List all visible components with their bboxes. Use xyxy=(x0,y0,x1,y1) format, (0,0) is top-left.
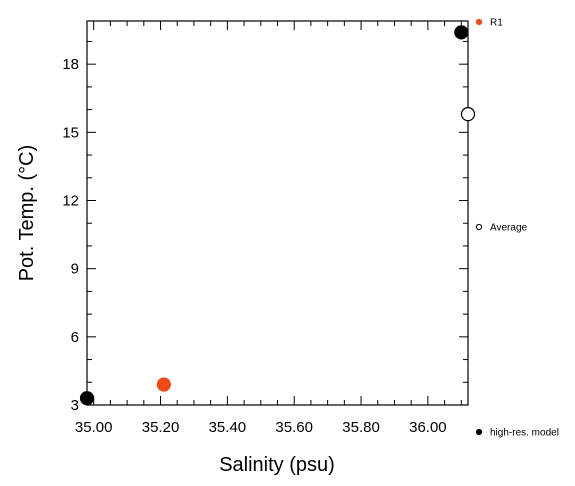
legend-label: R1 xyxy=(490,18,503,29)
data-point-r1 xyxy=(156,377,171,392)
x-tick-label: 35.20 xyxy=(142,419,180,436)
legend: R1 Average high-res. model xyxy=(475,18,559,439)
data-point-high-res-model xyxy=(79,391,95,406)
y-axis-title: Pot. Temp. (°C) xyxy=(16,145,38,282)
y-tick-label: 18 xyxy=(62,56,79,73)
y-tick-label: 3 xyxy=(71,397,79,414)
y-tick-label: 12 xyxy=(62,193,79,210)
legend-label: Average xyxy=(490,223,528,234)
plot-frame xyxy=(86,20,469,406)
x-tick-label: 35.00 xyxy=(75,419,113,436)
legend-marker xyxy=(475,428,483,436)
y-tick-label: 9 xyxy=(71,261,79,278)
x-axis-ticks: 35.00 35.20 35.40 35.60 35.80 36.00 xyxy=(75,21,462,436)
data-points xyxy=(79,25,476,406)
x-tick-label: 36.00 xyxy=(409,419,447,436)
x-tick-label: 35.80 xyxy=(342,419,380,436)
legend-marker xyxy=(475,223,483,231)
x-tick-label: 35.60 xyxy=(275,419,313,436)
legend-marker xyxy=(475,18,483,26)
x-axis-title: Salinity (psu) xyxy=(219,454,335,476)
data-point-high-res-model xyxy=(454,25,469,40)
data-point-average xyxy=(460,107,476,122)
y-tick-label: 15 xyxy=(62,124,79,141)
y-tick-label: 6 xyxy=(71,329,79,346)
y-axis-ticks: 3 6 9 12 15 18 xyxy=(62,40,468,414)
legend-label: high-res. model xyxy=(490,428,559,439)
x-tick-label: 35.40 xyxy=(209,419,247,436)
